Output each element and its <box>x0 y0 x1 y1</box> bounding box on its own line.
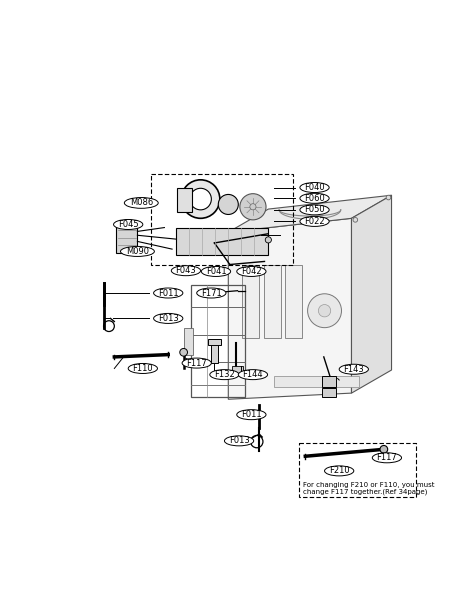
FancyBboxPatch shape <box>210 341 219 363</box>
Ellipse shape <box>300 193 329 204</box>
Circle shape <box>180 348 188 356</box>
FancyBboxPatch shape <box>242 265 259 338</box>
Ellipse shape <box>124 197 158 208</box>
Ellipse shape <box>237 267 266 276</box>
Circle shape <box>386 195 391 200</box>
Circle shape <box>182 180 220 218</box>
Text: F144: F144 <box>243 370 263 379</box>
Text: F117: F117 <box>376 453 397 462</box>
Ellipse shape <box>120 246 155 256</box>
Ellipse shape <box>372 453 401 463</box>
Text: F117: F117 <box>186 359 207 368</box>
Polygon shape <box>228 195 392 232</box>
Ellipse shape <box>210 370 239 379</box>
Ellipse shape <box>154 313 183 324</box>
Ellipse shape <box>325 466 354 476</box>
Text: F041: F041 <box>206 267 226 276</box>
Ellipse shape <box>300 183 329 192</box>
Text: F013: F013 <box>228 436 249 446</box>
Circle shape <box>219 194 238 215</box>
Ellipse shape <box>154 288 183 298</box>
Text: F132: F132 <box>214 370 235 379</box>
Text: F110: F110 <box>133 364 153 373</box>
FancyBboxPatch shape <box>208 339 220 345</box>
Text: F040: F040 <box>304 183 325 192</box>
Ellipse shape <box>300 216 329 226</box>
Text: F050: F050 <box>304 205 325 215</box>
Text: For changing F210 or F110, you must
change F117 together.(Ref 34page): For changing F210 or F110, you must chan… <box>303 482 435 495</box>
Text: F043: F043 <box>175 266 196 275</box>
Polygon shape <box>228 218 352 399</box>
Text: F042: F042 <box>241 267 262 276</box>
Polygon shape <box>352 195 392 393</box>
Ellipse shape <box>171 265 201 276</box>
Text: F045: F045 <box>118 220 138 229</box>
Ellipse shape <box>237 409 266 420</box>
Circle shape <box>265 237 272 243</box>
Circle shape <box>240 194 266 220</box>
FancyBboxPatch shape <box>264 265 281 338</box>
Circle shape <box>190 188 211 210</box>
Ellipse shape <box>201 267 231 276</box>
FancyBboxPatch shape <box>322 387 336 397</box>
FancyBboxPatch shape <box>232 366 243 374</box>
Circle shape <box>319 305 331 317</box>
Ellipse shape <box>225 436 254 446</box>
FancyBboxPatch shape <box>274 376 359 387</box>
Ellipse shape <box>197 288 226 298</box>
Text: F143: F143 <box>344 365 364 374</box>
Circle shape <box>250 204 256 210</box>
FancyBboxPatch shape <box>183 328 193 354</box>
Text: F011: F011 <box>158 289 179 297</box>
Ellipse shape <box>114 219 143 229</box>
Text: F210: F210 <box>329 466 349 475</box>
FancyBboxPatch shape <box>322 376 336 387</box>
FancyBboxPatch shape <box>285 265 302 338</box>
FancyBboxPatch shape <box>176 227 268 254</box>
Text: F060: F060 <box>304 194 325 203</box>
Text: F022: F022 <box>304 217 325 226</box>
Ellipse shape <box>238 370 267 379</box>
Ellipse shape <box>300 205 329 215</box>
Text: M090: M090 <box>126 247 149 256</box>
FancyBboxPatch shape <box>177 188 192 212</box>
Text: F011: F011 <box>241 410 262 419</box>
Text: M086: M086 <box>130 199 153 207</box>
Ellipse shape <box>182 358 211 368</box>
Text: F171: F171 <box>201 289 222 297</box>
Text: F013: F013 <box>158 314 179 323</box>
Ellipse shape <box>339 364 368 375</box>
FancyBboxPatch shape <box>116 224 137 253</box>
Ellipse shape <box>128 364 157 373</box>
Circle shape <box>308 294 341 328</box>
Circle shape <box>380 446 388 453</box>
Circle shape <box>353 218 358 222</box>
